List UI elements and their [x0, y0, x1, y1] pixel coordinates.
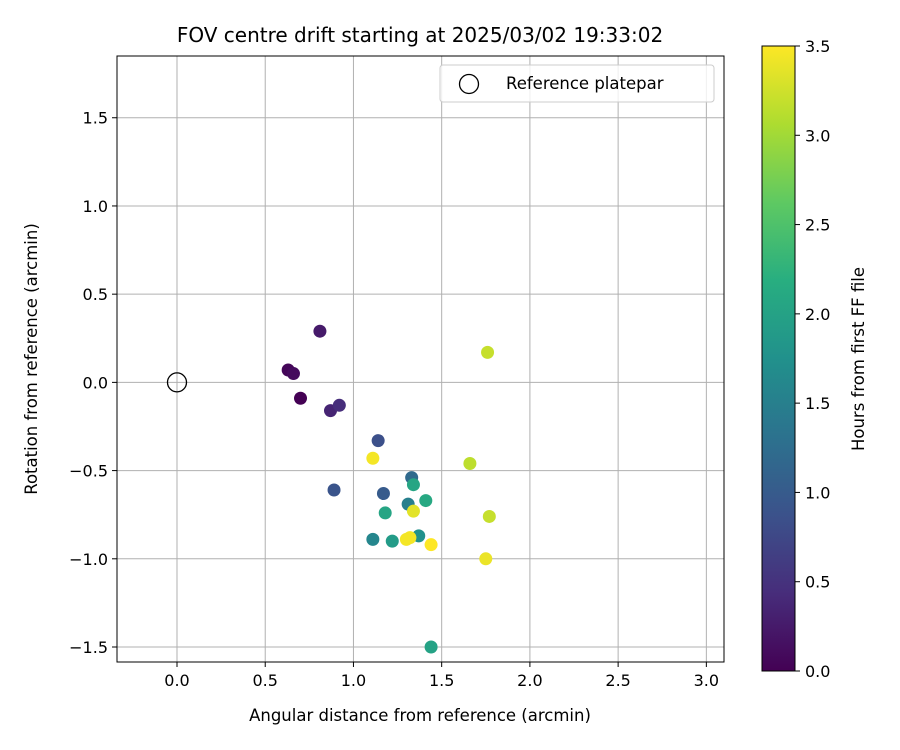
data-point	[366, 532, 380, 546]
y-tick-label: 1.5	[83, 109, 108, 128]
plot-frame	[116, 55, 725, 663]
data-point	[406, 504, 420, 518]
y-tick-label: −1.0	[69, 550, 108, 569]
x-tick-label: 2.0	[517, 671, 542, 690]
data-point	[463, 457, 477, 471]
x-tick-label: 1.0	[341, 671, 366, 690]
data-point	[313, 324, 327, 338]
data-point	[406, 478, 420, 492]
y-tick-label: −1.5	[69, 638, 108, 657]
y-axis-label: Rotation from reference (arcmin)	[22, 223, 41, 495]
y-tick-label: 0.0	[83, 373, 108, 392]
legend-reference-marker	[458, 73, 480, 95]
data-point	[424, 640, 438, 654]
data-point	[327, 483, 341, 497]
data-point	[376, 487, 390, 501]
y-tick-label: −0.5	[69, 462, 108, 481]
legend-entry-reference-platepar: Reference platepar	[506, 74, 664, 93]
reference-platepar-marker	[166, 372, 188, 393]
data-point	[482, 509, 496, 523]
data-point	[378, 506, 392, 520]
x-tick-label: 1.5	[429, 671, 454, 690]
data-point	[424, 538, 438, 552]
data-point	[385, 534, 399, 548]
data-point	[294, 391, 308, 405]
plot-area: 0.0 0.5 1.0 1.5 2.0 2.5 3.0 −1.5 −1.0 −0.5 0.0 0.5…	[69, 55, 725, 690]
x-axis: 0.0 0.5 1.0 1.5 2.0 2.5 3.0	[164, 662, 719, 690]
colorbar: 0.0 0.5 1.0 1.5 2.0 2.5 3.0 3.5 Hours from firs…	[761, 37, 868, 681]
legend-box	[439, 64, 715, 103]
colorbar-tick-label: 2.5	[805, 216, 830, 235]
colorbar-label: Hours from first FF file	[849, 267, 868, 451]
colorbar-ticks: 0.0 0.5 1.0 1.5 2.0 2.5 3.0 3.5	[795, 37, 830, 681]
colorbar-tick-label: 1.5	[805, 394, 830, 413]
y-tick-label: 1.0	[83, 197, 108, 216]
x-tick-label: 3.0	[694, 671, 719, 690]
data-point	[371, 434, 385, 448]
data-points	[166, 324, 496, 654]
data-point	[366, 451, 380, 465]
data-point	[332, 398, 346, 412]
colorbar-tick-label: 2.0	[805, 305, 830, 324]
colorbar-tick-label: 0.0	[805, 662, 830, 681]
data-point	[286, 367, 300, 381]
grid	[117, 56, 724, 662]
y-tick-label: 0.5	[83, 285, 108, 304]
x-tick-label: 0.0	[164, 671, 189, 690]
legend: Reference platepar	[439, 64, 715, 103]
colorbar-tick-label: 1.0	[805, 483, 830, 502]
x-tick-label: 2.5	[605, 671, 630, 690]
x-tick-label: 0.5	[252, 671, 277, 690]
data-point	[479, 552, 493, 566]
data-point	[481, 345, 495, 359]
colorbar-tick-label: 3.5	[805, 37, 830, 56]
data-point	[403, 531, 417, 545]
plot-background	[117, 56, 724, 662]
x-axis-label: Angular distance from reference (arcmin)	[249, 706, 591, 725]
colorbar-gradient	[761, 45, 796, 672]
colorbar-tick-label: 3.0	[805, 126, 830, 145]
data-point	[419, 494, 433, 508]
colorbar-tick-label: 0.5	[805, 573, 830, 592]
chart-title: FOV centre drift starting at 2025/03/02 …	[177, 23, 663, 47]
y-axis: −1.5 −1.0 −0.5 0.0 0.5 1.0 1.5	[69, 109, 117, 657]
